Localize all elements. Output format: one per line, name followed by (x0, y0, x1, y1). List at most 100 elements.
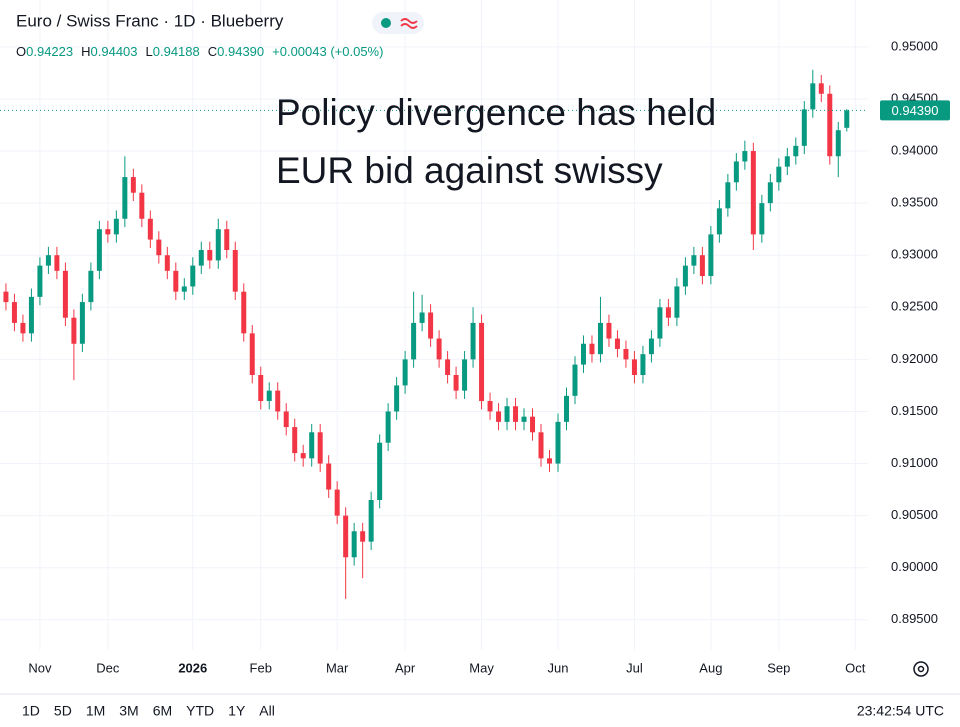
x-tick-label: May (469, 660, 494, 675)
legend-value: 0.94390 (217, 44, 264, 59)
y-tick-label: 0.91500 (891, 403, 938, 418)
candle-body (198, 250, 204, 266)
candle-body (3, 291, 9, 303)
candle-body (547, 458, 553, 464)
x-tick-label: Jul (626, 660, 643, 675)
candle-body (818, 83, 824, 94)
y-tick-label: 0.92000 (891, 351, 938, 366)
y-tick-label: 0.93000 (891, 247, 938, 262)
y-tick-label: 0.92500 (891, 299, 938, 314)
x-tick-label: Mar (326, 660, 349, 675)
candle-body (96, 229, 102, 271)
candle-body (580, 343, 586, 365)
candle-body (784, 156, 790, 167)
candle-body (631, 359, 637, 375)
candle-body (54, 255, 60, 271)
candle-body (147, 218, 153, 240)
candle-body (521, 416, 527, 422)
candle-body (317, 432, 323, 464)
y-tick-label: 0.95000 (891, 38, 938, 53)
candle-body (665, 307, 671, 318)
candle-body (513, 406, 519, 422)
candle-body (173, 270, 179, 292)
last-price-label: 0.94390 (892, 103, 939, 118)
x-tick-label: Feb (250, 660, 272, 675)
candle-body (275, 390, 281, 412)
candle-body (249, 333, 255, 375)
candle-body (776, 166, 782, 183)
x-tick-label: Jun (548, 660, 569, 675)
legend-change: +0.00043 (+0.05%) (272, 44, 383, 59)
candle-body (759, 203, 765, 235)
candle-body (130, 177, 136, 193)
market-status-icon (381, 18, 391, 28)
y-tick-label: 0.93500 (891, 195, 938, 210)
candle-body (445, 359, 451, 375)
candle-body (71, 317, 77, 344)
x-tick-label: Sep (767, 660, 790, 675)
last-price-box (880, 100, 950, 121)
legend-value: 0.94188 (153, 44, 200, 59)
candle-body (691, 255, 697, 266)
grid (0, 0, 868, 650)
candle-body (37, 265, 43, 297)
legend-value: 0.94403 (91, 44, 138, 59)
annotation-line: Policy divergence has held (276, 92, 716, 133)
candle-body (207, 250, 213, 261)
candle-body (827, 93, 833, 157)
candle-body (793, 145, 799, 157)
y-tick-label: 0.90000 (891, 559, 938, 574)
candle-body (453, 375, 459, 391)
candle-body (699, 255, 705, 277)
range-button[interactable]: 6M (153, 703, 172, 719)
candle-body (45, 255, 51, 266)
candle-body (241, 291, 247, 334)
legend-key: L (146, 44, 153, 59)
candle-body (368, 500, 374, 542)
range-button[interactable]: YTD (186, 703, 214, 719)
candle-body (767, 182, 773, 204)
candle-body (657, 307, 663, 339)
candle-body (292, 427, 298, 454)
range-button[interactable]: 1M (86, 703, 105, 719)
range-button[interactable]: 1Y (228, 703, 246, 719)
candle-body (139, 192, 145, 219)
settings-icon[interactable] (913, 661, 929, 677)
legend-key: O (16, 44, 26, 59)
range-button[interactable]: 3M (119, 703, 138, 719)
candle-body (844, 110, 850, 128)
candle-body (810, 83, 816, 110)
candle-body (309, 432, 315, 459)
candle-body (716, 208, 722, 235)
candle-body (496, 411, 502, 422)
candle-body (113, 218, 119, 235)
candle-body (725, 182, 731, 209)
candle-body (334, 489, 340, 516)
delay-icon (400, 18, 418, 29)
candle-body (224, 229, 230, 250)
candle-body (589, 343, 595, 355)
range-button[interactable]: 1D (22, 703, 40, 719)
candle-body (62, 270, 68, 318)
range-button[interactable]: All (259, 703, 275, 719)
candle-body (156, 239, 162, 256)
candle-body (343, 515, 349, 558)
candle-body (674, 286, 680, 318)
candle-body (538, 432, 544, 459)
candle-body (572, 364, 578, 396)
candle-body (28, 296, 34, 334)
range-button[interactable]: 5D (54, 703, 72, 719)
candle-body (555, 421, 561, 464)
candle-body (835, 130, 841, 157)
candle-body (623, 348, 629, 360)
candle-body (266, 390, 272, 402)
candle-body (640, 354, 646, 375)
candles (0, 69, 868, 599)
candle-body (733, 161, 739, 183)
candle-body (394, 385, 400, 412)
candle-body (190, 265, 196, 287)
y-tick-label: 0.89500 (891, 611, 938, 626)
candle-body (563, 395, 569, 422)
